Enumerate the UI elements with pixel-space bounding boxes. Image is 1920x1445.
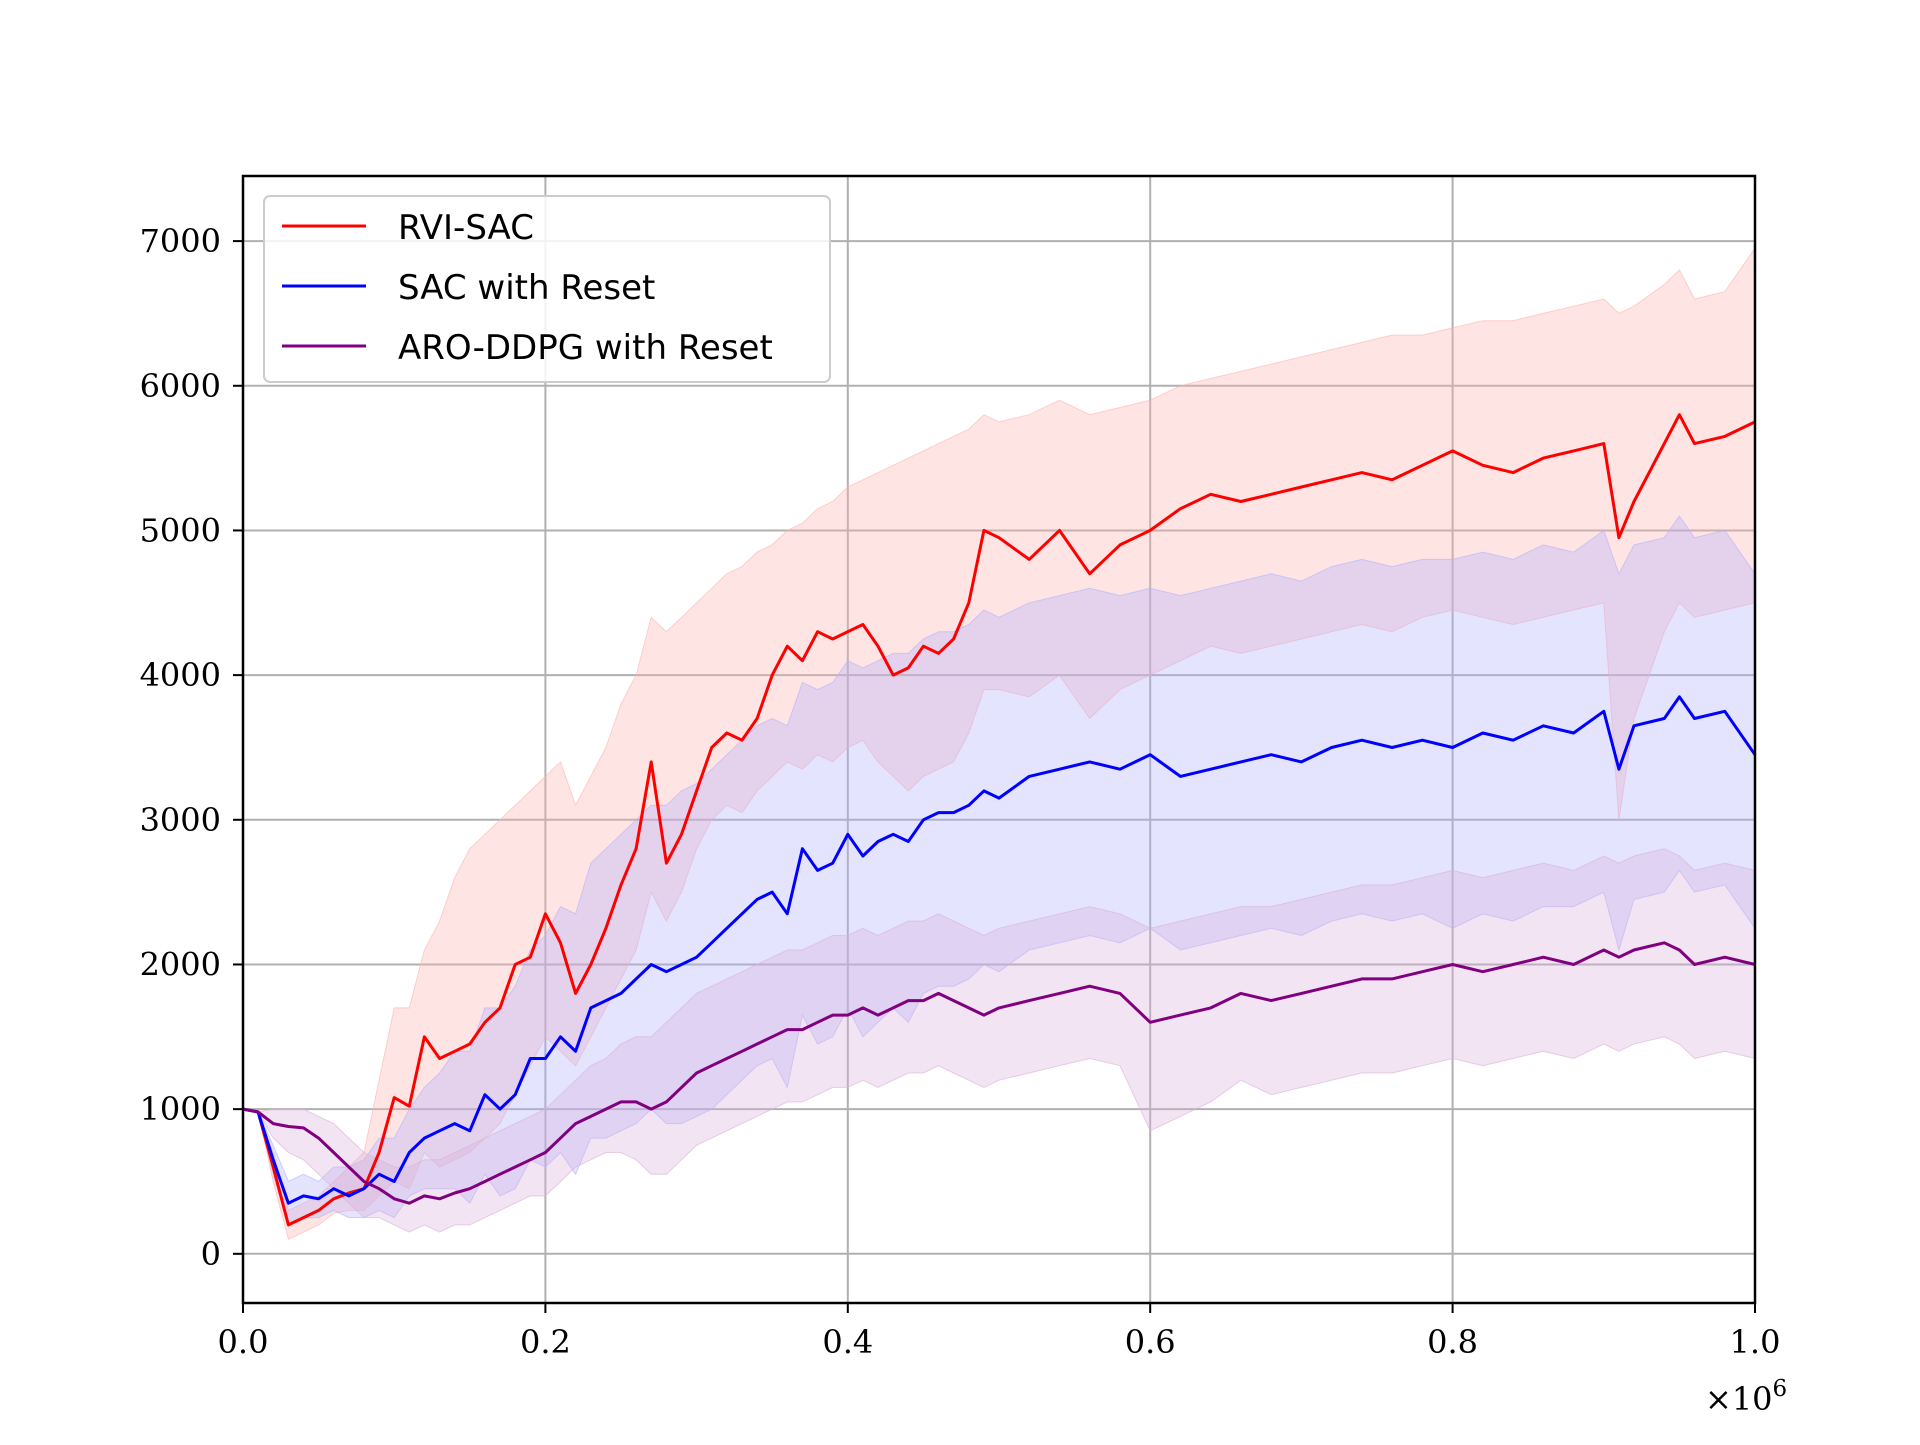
x-tick-label: 0.8 bbox=[1427, 1323, 1478, 1361]
x-tick-label: 0.2 bbox=[520, 1323, 571, 1361]
x-tick-label: 0.6 bbox=[1125, 1323, 1176, 1361]
y-tick-label: 4000 bbox=[140, 656, 221, 694]
y-tick-label: 7000 bbox=[140, 222, 221, 260]
x-axis-multiplier-base: ×10 bbox=[1705, 1380, 1773, 1418]
plot-area-frame bbox=[241, 174, 1757, 1305]
y-tick-label: 1000 bbox=[140, 1090, 221, 1128]
x-tick-label: 0.0 bbox=[218, 1323, 269, 1361]
legend-label-sac-with-reset: SAC with Reset bbox=[398, 268, 655, 308]
legend-box bbox=[263, 195, 831, 383]
y-tick-label: 0 bbox=[201, 1235, 221, 1273]
y-axis-tick-labels: 0 1000 2000 3000 4000 5000 6000 7000 bbox=[140, 222, 221, 1273]
x-tick-label: 0.4 bbox=[822, 1323, 873, 1361]
legend-label-aro-ddpg-with-reset: ARO-DDPG with Reset bbox=[398, 328, 773, 368]
x-tick-label: 1.0 bbox=[1730, 1323, 1781, 1361]
x-axis-multiplier: ×106 bbox=[1705, 1376, 1787, 1418]
series-line-rvi-sac bbox=[242, 413, 1756, 1227]
y-tick-label: 6000 bbox=[140, 367, 221, 405]
x-axis-multiplier-exponent: 6 bbox=[1773, 1376, 1788, 1402]
series-line-sac-with-reset bbox=[242, 695, 1757, 1205]
axis-ticks bbox=[233, 240, 1756, 1313]
grid-lines bbox=[242, 176, 1756, 1303]
series-line-aro-ddpg-with-reset bbox=[242, 941, 1756, 1205]
y-tick-label: 2000 bbox=[140, 945, 221, 983]
legend-label-rvi-sac: RVI-SAC bbox=[398, 208, 534, 248]
legend: RVI-SAC SAC with Reset ARO-DDPG with Res… bbox=[263, 195, 831, 383]
y-tick-label: 5000 bbox=[140, 511, 221, 549]
y-tick-label: 3000 bbox=[140, 801, 221, 839]
x-axis-tick-labels: 0.0 0.2 0.4 0.6 0.8 1.0 bbox=[218, 1323, 1781, 1361]
series-lines bbox=[242, 413, 1757, 1227]
